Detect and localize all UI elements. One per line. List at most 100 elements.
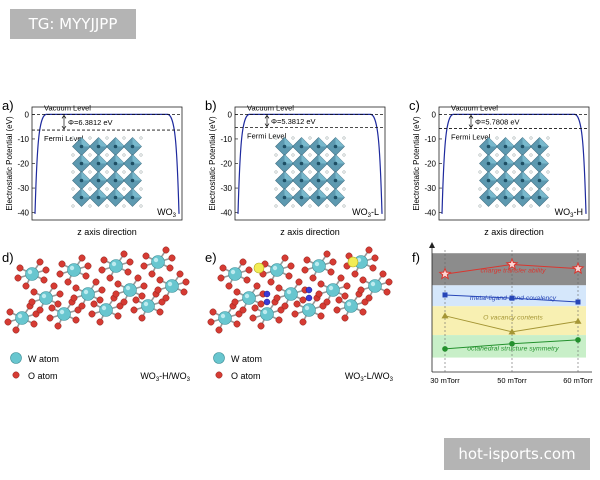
- panel-label: d): [2, 250, 14, 265]
- phi-arrow-head-bottom: [264, 123, 270, 128]
- o-atom: [130, 306, 138, 314]
- o-link: [274, 136, 278, 140]
- octahedron-face: [81, 154, 91, 164]
- o-link: [139, 170, 143, 174]
- o-atom: [16, 264, 24, 272]
- o-link: [71, 204, 75, 208]
- o-atom: [317, 280, 325, 288]
- w-center: [96, 195, 101, 200]
- w-atom-highlight: [111, 261, 117, 267]
- o-atom: [156, 276, 164, 284]
- o-link: [342, 136, 346, 140]
- w-atom: [81, 287, 95, 301]
- o-link: [512, 204, 516, 208]
- legend-o-marker: [12, 371, 20, 379]
- o-atom: [30, 288, 38, 296]
- w-center: [486, 195, 491, 200]
- o-link: [122, 187, 126, 191]
- o-atom: [138, 292, 146, 300]
- o-link: [71, 170, 75, 174]
- w-center: [96, 178, 101, 183]
- octahedron-face: [335, 154, 345, 164]
- series-name: metal-ligand bond covalency: [470, 295, 557, 302]
- o-link: [291, 170, 295, 174]
- w-center: [130, 144, 135, 149]
- o-atom: [317, 312, 325, 320]
- y-tick-label: -40: [424, 209, 436, 218]
- octahedron-face: [98, 137, 108, 147]
- o-link: [139, 136, 143, 140]
- series-marker-triangle: [441, 312, 449, 319]
- o-atom: [309, 274, 317, 282]
- series-marker-star: [505, 257, 519, 270]
- w-atom-highlight: [220, 313, 226, 319]
- w-center: [79, 178, 84, 183]
- octahedron-face: [301, 137, 311, 147]
- o-link: [139, 187, 143, 191]
- w-atom-highlight: [346, 301, 352, 307]
- octahedron-face: [301, 154, 311, 164]
- o-atom: [126, 258, 134, 266]
- o-link: [139, 204, 143, 208]
- octahedron-face: [98, 154, 108, 164]
- phi-arrow-head-top: [468, 114, 474, 119]
- o-atom: [251, 304, 259, 312]
- o-atom: [281, 254, 289, 262]
- o-atom: [92, 278, 100, 286]
- w-atom: [123, 283, 137, 297]
- o-atom: [299, 318, 307, 326]
- series-band: [432, 306, 586, 336]
- w-atom: [344, 299, 358, 313]
- octahedron-face: [284, 188, 294, 198]
- w-atom-highlight: [83, 289, 89, 295]
- o-atom: [371, 254, 379, 262]
- x-tick-label: 60 mTorr: [563, 376, 593, 385]
- y-tick-label: 0: [228, 110, 233, 119]
- w-atom-highlight: [27, 269, 33, 275]
- w-center: [316, 144, 321, 149]
- o-atom: [36, 258, 44, 266]
- w-center: [316, 161, 321, 166]
- y-tick-label: -30: [220, 184, 232, 193]
- o-link: [342, 187, 346, 191]
- o-link: [529, 170, 533, 174]
- o-link: [308, 187, 312, 191]
- o-atom: [285, 272, 293, 280]
- caption-sub: 3: [156, 377, 160, 383]
- w-atom: [99, 303, 113, 317]
- octahedron-face: [488, 137, 498, 147]
- w-atom: [15, 311, 29, 325]
- w-center: [282, 144, 287, 149]
- o-atom: [249, 314, 257, 322]
- series-name: octahedral structure symmetry: [467, 345, 559, 352]
- panel-label: f): [412, 250, 420, 265]
- w-center: [486, 144, 491, 149]
- legend-w-label: W atom: [231, 354, 262, 364]
- o-atom: [359, 276, 367, 284]
- o-link: [291, 136, 295, 140]
- caption-sub: 3: [390, 377, 394, 383]
- o-link: [529, 153, 533, 157]
- series-marker-square: [442, 292, 448, 298]
- o-atom: [287, 262, 295, 270]
- w-center: [299, 161, 304, 166]
- o-atom: [215, 326, 223, 334]
- w-atom-highlight: [262, 309, 268, 315]
- octahedron-face: [505, 188, 515, 198]
- o-link: [546, 204, 550, 208]
- octahedron-face: [284, 137, 294, 147]
- o-atom: [100, 256, 108, 264]
- octahedron-face: [335, 188, 345, 198]
- o-atom: [64, 278, 72, 286]
- o-atom: [120, 298, 128, 306]
- o-link: [274, 170, 278, 174]
- o-atom: [343, 282, 351, 290]
- octahedron-face: [132, 154, 142, 164]
- w-center: [520, 178, 525, 183]
- w-atom-highlight: [17, 313, 23, 319]
- material-label: WO3-H: [555, 207, 583, 219]
- o-link: [308, 153, 312, 157]
